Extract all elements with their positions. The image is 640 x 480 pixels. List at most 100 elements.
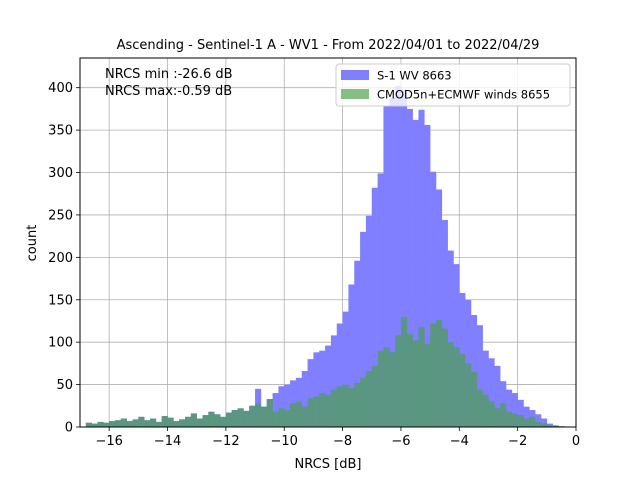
bar-series-2 <box>447 342 454 427</box>
bar-series-1 <box>523 406 530 427</box>
annotation-text: NRCS max:-0.59 dB <box>105 84 232 99</box>
bar-series-2 <box>85 422 92 427</box>
bar-series-2 <box>535 421 542 427</box>
legend: S-1 WV 8663 CMOD5n+ECMWF winds 8655 <box>335 63 571 107</box>
bar-series-2 <box>319 393 326 427</box>
bar-series-1 <box>535 414 542 427</box>
x-tick-label: 0 <box>572 434 580 449</box>
bar-series-2 <box>284 410 291 427</box>
y-tick-label: 50 <box>56 378 73 393</box>
bar-series-2 <box>482 394 489 427</box>
bar-series-1 <box>406 108 413 428</box>
y-tick-label: 400 <box>48 81 73 96</box>
bar-series-2 <box>476 389 483 427</box>
y-tick-label: 200 <box>48 251 73 266</box>
bar-series-1 <box>470 315 478 427</box>
bar-series-1 <box>540 418 548 427</box>
bar-series-2 <box>412 340 419 427</box>
bar-series-2 <box>459 354 466 427</box>
y-tick-label: 150 <box>48 293 73 308</box>
bar-series-2 <box>225 412 233 427</box>
bar-series-1 <box>476 325 483 427</box>
bar-series-1 <box>418 109 425 428</box>
bar-series-2 <box>470 371 478 427</box>
bar-series-1 <box>336 323 343 427</box>
y-tick-label: 350 <box>48 124 73 139</box>
bar-series-1 <box>453 264 460 427</box>
bar-series-2 <box>138 416 145 427</box>
legend-box <box>335 63 571 107</box>
bar-series-1 <box>494 365 501 427</box>
bar-series-1 <box>377 173 384 427</box>
bar-series-1 <box>348 284 355 427</box>
bar-series-2 <box>179 419 186 427</box>
bar-series-2 <box>424 343 431 427</box>
bar-series-1 <box>389 97 396 428</box>
y-tick-label: 100 <box>48 336 73 351</box>
y-axis-label: count <box>25 225 40 262</box>
bar-series-2 <box>383 347 390 427</box>
bar-series-1 <box>319 350 326 427</box>
x-tick-label: −14 <box>154 434 181 449</box>
bar-series-1 <box>505 389 513 427</box>
bar-series-1 <box>400 89 408 428</box>
annotations: NRCS min :-26.6 dB NRCS max:-0.59 dB <box>105 67 233 99</box>
legend-swatch <box>341 70 369 80</box>
bar-series-2 <box>500 403 507 427</box>
bar-series-2 <box>540 423 548 427</box>
x-tick-label: −12 <box>212 434 239 449</box>
bar-series-2 <box>453 347 460 427</box>
bars <box>85 85 565 428</box>
x-tick-label: −4 <box>450 434 469 449</box>
bar-series-2 <box>115 420 122 427</box>
y-tick-label: 0 <box>65 421 73 436</box>
bar-series-2 <box>161 415 168 427</box>
bar-series-2 <box>336 386 343 427</box>
bar-series-2 <box>330 389 338 427</box>
bar-series-2 <box>97 421 104 427</box>
bar-series-1 <box>307 359 314 427</box>
bar-series-1 <box>371 187 378 427</box>
bar-series-1 <box>301 371 308 427</box>
bar-series-2 <box>144 420 151 427</box>
bar-series-2 <box>360 377 367 427</box>
bar-series-1 <box>383 106 390 428</box>
bar-series-2 <box>278 408 285 427</box>
y-tick-label: 250 <box>48 208 73 223</box>
bar-series-2 <box>243 410 250 427</box>
bar-series-1 <box>342 311 349 427</box>
bar-series-2 <box>91 423 98 427</box>
bar-series-2 <box>377 350 384 427</box>
bar-series-1 <box>488 358 495 427</box>
bar-series-2 <box>465 363 472 427</box>
x-tick-label: −2 <box>508 434 527 449</box>
bar-series-2 <box>185 416 192 427</box>
bar-series-2 <box>517 415 524 427</box>
bar-series-2 <box>505 411 513 427</box>
bar-series-2 <box>260 406 268 427</box>
bar-series-2 <box>202 415 209 427</box>
bar-series-2 <box>266 399 273 427</box>
bar-series-1 <box>284 384 291 427</box>
bar-series-2 <box>109 421 116 427</box>
bar-series-2 <box>231 410 238 427</box>
bar-series-1 <box>278 386 285 427</box>
bar-series-1 <box>272 393 279 427</box>
bar-series-1 <box>482 350 489 427</box>
bar-series-2 <box>220 416 227 427</box>
bar-series-1 <box>430 171 437 427</box>
bar-series-2 <box>400 316 408 427</box>
bar-series-2 <box>435 320 443 427</box>
bar-series-2 <box>120 418 127 427</box>
bar-series-2 <box>155 421 162 427</box>
bar-series-2 <box>307 398 314 427</box>
bar-series-2 <box>511 413 518 427</box>
bar-series-2 <box>406 333 413 427</box>
bar-series-2 <box>354 382 361 427</box>
bar-series-2 <box>494 408 501 427</box>
bar-series-2 <box>272 411 279 427</box>
bar-series-2 <box>173 421 180 427</box>
bar-series-1 <box>517 399 524 427</box>
bar-series-2 <box>295 401 303 427</box>
